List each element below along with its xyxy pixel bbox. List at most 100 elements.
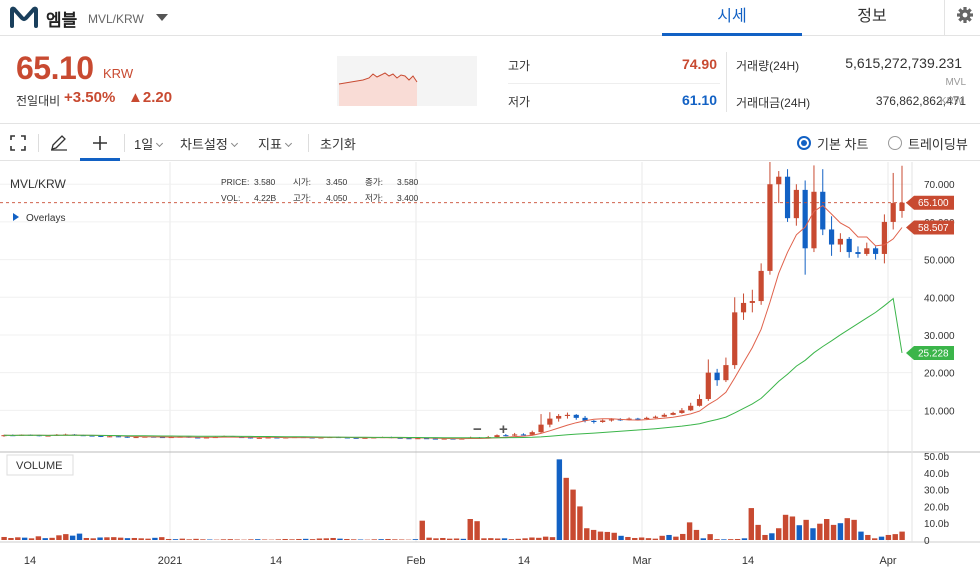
volume-bar	[385, 538, 391, 540]
volume-axis-label: 0	[924, 536, 930, 547]
volume-bar	[714, 539, 720, 540]
tab-sise[interactable]: 시세	[662, 0, 802, 36]
volume-bar	[638, 537, 645, 540]
legend-price: 3.580	[254, 177, 276, 187]
candle	[203, 437, 210, 439]
price-chart-canvas[interactable]: 70.00060.00050.00040.00030.00020.00010.0…	[0, 161, 980, 579]
volume-bar	[21, 537, 28, 540]
overlays-label[interactable]: Overlays	[26, 213, 65, 224]
volume-bar	[467, 519, 473, 540]
volume-bar	[556, 459, 563, 540]
volume-bar	[584, 528, 590, 540]
zoom-in-button[interactable]: +	[499, 421, 508, 438]
candle	[115, 436, 122, 438]
draw-pencil-icon[interactable]	[50, 135, 68, 151]
price-tag-label: 25.228	[918, 348, 949, 359]
volume-bar	[810, 528, 816, 540]
volume-bar	[570, 489, 576, 540]
tradingview-radio[interactable]	[888, 136, 902, 150]
legend-close-label: 종가:	[365, 177, 383, 187]
volume-bar	[90, 538, 96, 540]
volume-bar	[378, 539, 384, 540]
settings-button[interactable]	[944, 0, 980, 36]
candle	[652, 416, 659, 418]
volume-bar	[625, 536, 631, 540]
time-axis-label: 14	[24, 555, 36, 567]
price-axis-label: 50.000	[924, 256, 955, 267]
tab-info[interactable]: 정보	[857, 8, 887, 25]
volume-bar	[323, 538, 329, 540]
overlays-toggle-icon[interactable]	[13, 213, 19, 221]
indicators-menu[interactable]: 지표	[258, 134, 292, 153]
fullscreen-icon[interactable]	[10, 135, 26, 151]
price-axis-label: 30.000	[924, 331, 955, 342]
volume-value: 5,615,272,739.231	[845, 55, 962, 71]
chart-settings-menu[interactable]: 차트설정	[180, 134, 238, 153]
time-axis-label: 2021	[158, 555, 182, 567]
time-axis-label: 14	[270, 555, 282, 567]
zoom-out-button[interactable]: −	[473, 421, 482, 438]
crosshair-tool[interactable]	[80, 125, 120, 161]
candle	[362, 437, 368, 439]
price-chart[interactable]: 70.00060.00050.00040.00030.00020.00010.0…	[0, 161, 980, 579]
change-percent: +3.50%	[64, 89, 116, 106]
volume-bar	[762, 534, 768, 540]
basic-chart-label[interactable]: 기본 차트	[817, 137, 869, 152]
volume-bar	[303, 538, 309, 540]
volume-bar	[796, 525, 802, 540]
pair-dropdown-icon[interactable]	[156, 14, 168, 21]
volume-bar	[680, 533, 686, 540]
candle	[890, 203, 896, 222]
price-tag-label: 65.100	[918, 198, 949, 209]
ohlc-legend: PRICE: 3.580 시가: 3.450 종가: 3.580 VOL: 4.…	[221, 177, 419, 203]
volume-bar	[858, 531, 864, 540]
volume-bar	[652, 538, 659, 540]
candle	[688, 405, 694, 411]
coin-name: 엠블	[46, 11, 78, 30]
volume-bar	[131, 537, 138, 540]
volume-bar	[28, 538, 35, 540]
tradingview-label[interactable]: 트레이딩뷰	[908, 137, 968, 152]
basic-chart-radio[interactable]	[797, 136, 811, 150]
candle	[344, 437, 350, 439]
trade-value-unit: KRW	[940, 96, 964, 107]
candle	[133, 437, 139, 439]
volume-bar	[748, 508, 754, 540]
coin-pair[interactable]: MVL/KRW	[88, 12, 144, 26]
volume-bar	[316, 538, 323, 540]
volume-bar	[837, 523, 844, 540]
volume-bar	[433, 538, 439, 540]
volume-bar	[494, 538, 501, 540]
high-label: 고가	[508, 59, 531, 73]
volume-bar	[392, 539, 398, 540]
interval-select[interactable]: 1일	[134, 134, 164, 153]
ticker-summary: 65.10 KRW 전일대비 +3.50% ▲2.20 고가 74.90 저가 …	[0, 36, 980, 124]
volume-bar	[207, 539, 213, 540]
stat-vertical-divider	[726, 52, 727, 112]
candle	[520, 434, 527, 436]
volume-bar	[611, 532, 617, 540]
volume-bar	[344, 538, 350, 540]
volume-bar	[1, 536, 7, 540]
volume-unit: MVL	[945, 77, 966, 88]
volume-bar	[851, 519, 857, 540]
legend-low: 3.400	[397, 193, 419, 203]
volume-bar	[49, 537, 55, 540]
candle	[89, 435, 95, 437]
candle	[195, 437, 201, 439]
time-axis-label: Feb	[407, 555, 426, 567]
candle	[265, 437, 271, 439]
volume-bar	[817, 523, 823, 540]
candle	[714, 372, 720, 381]
legend-price-label: PRICE:	[221, 177, 249, 187]
reset-button[interactable]: 초기화	[320, 137, 356, 152]
candle	[635, 418, 641, 420]
candle	[855, 252, 861, 254]
volume-bar	[673, 536, 679, 540]
ma-long-line	[3, 297, 903, 439]
candle	[98, 435, 104, 437]
volume-bar	[782, 514, 789, 540]
volume-bar	[104, 537, 110, 540]
volume-bar	[117, 537, 124, 540]
volume-bar	[728, 539, 734, 540]
